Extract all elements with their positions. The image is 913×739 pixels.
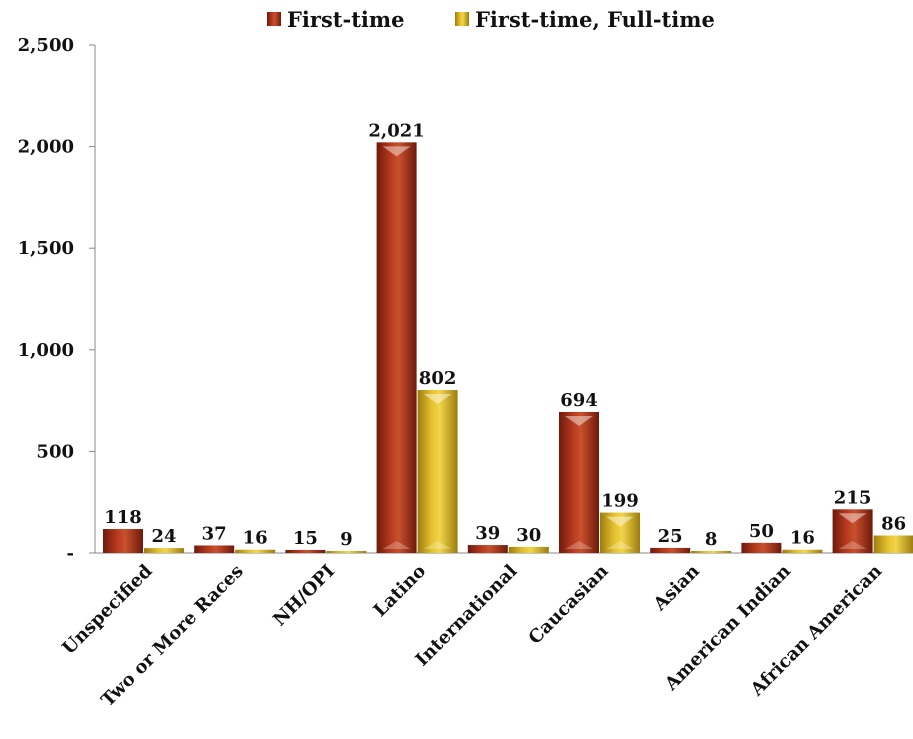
data-label: 118 (104, 507, 142, 528)
data-label: 8 (705, 529, 718, 550)
bar-bottom-bevel (838, 541, 867, 549)
bar-first-time (285, 549, 326, 553)
bar-first-time (741, 542, 782, 553)
bar-top-bevel (606, 516, 634, 527)
bar-bottom-bevel (382, 541, 411, 549)
bar-first-time-full-time (235, 549, 276, 553)
category-label: NH/OPI (269, 561, 339, 631)
bar-first-time-full-time (600, 512, 640, 553)
legend: First-time First-time, Full-time (267, 7, 715, 32)
y-tick-label: 1,500 (18, 238, 74, 259)
bar-first-time-full-time (508, 546, 549, 553)
bar-first-time-full-time (782, 549, 823, 553)
bars (103, 142, 913, 553)
y-axis-ticks: - 500 1,000 1,500 2,000 2,500 (18, 35, 95, 564)
bar-bottom-bevel (606, 541, 634, 549)
bar-first-time-full-time (691, 551, 732, 553)
data-label: 802 (419, 368, 457, 389)
bar-first-time (467, 545, 508, 553)
legend-swatch-first-time (267, 12, 281, 26)
data-label: 694 (560, 390, 598, 411)
data-label: 9 (340, 529, 353, 550)
legend-item-first-time: First-time (267, 7, 404, 32)
data-label: 86 (881, 514, 906, 535)
legend-label-first-time-full-time: First-time, Full-time (475, 7, 715, 32)
data-label: 50 (749, 521, 774, 542)
bar-first-time (194, 545, 235, 553)
data-label: 199 (601, 491, 639, 512)
bar-top-bevel (565, 415, 593, 426)
bar-first-time-full-time (873, 535, 913, 553)
data-label: 39 (475, 523, 500, 544)
legend-item-first-time-full-time: First-time, Full-time (455, 7, 715, 32)
category-label: Latino (370, 561, 431, 622)
bar-top-bevel (838, 513, 867, 524)
bar-first-time (559, 411, 599, 553)
data-label: 215 (834, 487, 872, 508)
bar-top-bevel (423, 394, 452, 405)
bar-top-bevel (382, 146, 411, 157)
data-label: 25 (658, 526, 683, 547)
legend-swatch-first-time-full-time (455, 12, 469, 26)
bar-first-time (376, 142, 417, 553)
y-tick-label: 1,000 (18, 340, 74, 361)
data-label: 16 (790, 528, 815, 549)
data-label: 24 (151, 526, 176, 547)
bar-first-time-full-time (144, 548, 184, 553)
bar-first-time-full-time (326, 551, 367, 553)
bar-first-time-full-time (417, 390, 458, 553)
y-tick-label: - (67, 543, 74, 564)
data-label: 37 (202, 523, 227, 544)
y-tick-label: 2,000 (18, 137, 74, 158)
y-tick-label: 500 (36, 441, 74, 462)
category-label: Unspecified (58, 560, 156, 658)
bar-first-time (103, 529, 143, 553)
bar-bottom-bevel (423, 541, 452, 549)
category-label: Caucasian (525, 561, 613, 649)
bar-bottom-bevel (565, 541, 593, 549)
category-label: Asian (649, 561, 704, 616)
data-label: 16 (243, 528, 268, 549)
data-label: 15 (293, 528, 318, 549)
legend-label-first-time: First-time (287, 7, 404, 32)
bar-first-time (650, 547, 691, 553)
bar-first-time (832, 509, 873, 553)
data-label: 30 (516, 525, 541, 546)
y-tick-label: 2,500 (18, 35, 74, 56)
data-labels: 118 24 37 16 15 9 2,021 802 39 30 694 199 25 8 50 16 215… (104, 120, 906, 550)
data-label: 2,021 (368, 120, 424, 141)
